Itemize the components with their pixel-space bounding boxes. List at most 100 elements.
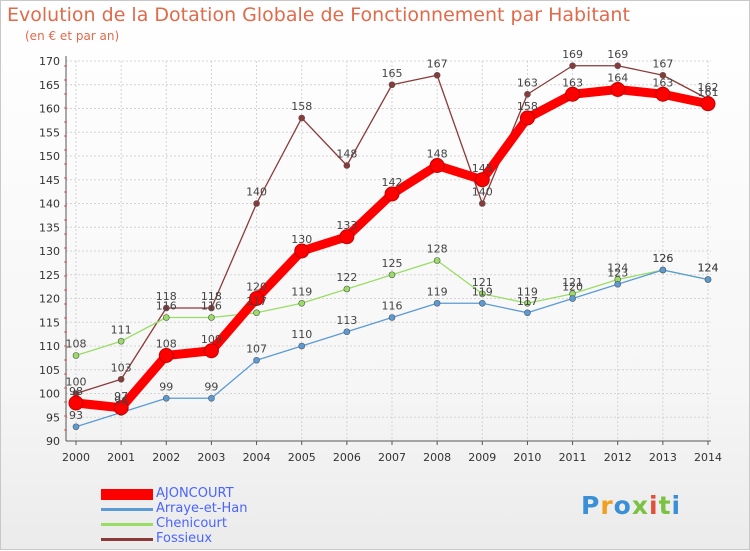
data-label-chenicourt: 121 — [562, 276, 583, 289]
y-tick-label: 155 — [39, 126, 60, 139]
data-point-fossieux — [208, 304, 215, 312]
data-point-chenicourt — [162, 314, 170, 321]
data-label-fossieux: 163 — [517, 76, 538, 89]
data-point-ajoncourt — [565, 86, 581, 102]
y-tick-label: 110 — [39, 340, 60, 353]
data-label-chenicourt: 111 — [111, 323, 132, 336]
logo-letter: r — [600, 491, 614, 520]
data-labels: 100 103 118 118 140 158 148 165 167 140 163 169 169 1… — [66, 48, 719, 422]
data-label-fossieux: 140 — [246, 186, 267, 199]
data-point-arraye-et-han — [388, 314, 396, 321]
data-point-chenicourt — [117, 337, 125, 345]
data-point-chenicourt — [388, 271, 396, 279]
legend-label-chenicourt: Chenicourt — [156, 516, 227, 531]
data-point-arraye-et-han — [524, 309, 531, 317]
data-point-arraye-et-han — [478, 299, 486, 307]
data-label-arraye-et-han: 116 — [382, 300, 403, 313]
y-tick-label: 125 — [39, 269, 60, 282]
data-point-fossieux — [162, 304, 170, 312]
y-tick-label: 105 — [39, 364, 60, 377]
data-label-chenicourt: 116 — [156, 300, 177, 313]
data-point-arraye-et-han — [704, 276, 712, 283]
x-tick-label: 2011 — [559, 451, 587, 464]
y-tick-label: 170 — [39, 55, 60, 68]
data-label-arraye-et-han: 96 — [114, 395, 128, 408]
data-point-fossieux — [298, 114, 306, 122]
data-point-ajoncourt — [700, 96, 716, 112]
x-tick-label: 2005 — [288, 451, 316, 464]
data-point-fossieux — [524, 90, 531, 98]
data-point-chenicourt — [343, 285, 351, 293]
data-point-arraye-et-han — [162, 394, 170, 402]
logo-letter: P — [581, 491, 601, 520]
y-tick-label: 160 — [39, 103, 60, 116]
x-tick-label: 2010 — [513, 451, 541, 464]
y-tick-label: 95 — [46, 411, 60, 424]
data-label-chenicourt: 116 — [201, 300, 222, 313]
y-tick-label: 150 — [39, 150, 60, 163]
y-tick-label: 130 — [39, 245, 60, 258]
data-label-fossieux: 169 — [562, 48, 583, 61]
data-label-ajoncourt: 161 — [698, 86, 719, 99]
data-point-fossieux — [614, 62, 622, 70]
data-point-ajoncourt — [610, 82, 626, 97]
data-label-fossieux: 169 — [607, 48, 628, 61]
data-point-ajoncourt — [519, 110, 535, 126]
chart-subtitle: (en € et par an) — [25, 29, 120, 43]
data-label-chenicourt: 108 — [66, 338, 87, 351]
data-point-arraye-et-han — [253, 356, 260, 364]
data-point-chenicourt — [524, 299, 531, 307]
y-tick-label: 100 — [39, 388, 60, 401]
data-label-chenicourt: 126 — [652, 252, 673, 265]
data-label-ajoncourt: 98 — [69, 385, 83, 398]
logo-letter: i — [671, 491, 682, 520]
legend-swatch-arraye-et-han — [101, 508, 153, 511]
data-label-chenicourt: 119 — [517, 285, 538, 298]
data-point-arraye-et-han — [298, 342, 306, 350]
data-label-ajoncourt: 158 — [517, 100, 538, 113]
data-label-chenicourt: 125 — [382, 257, 403, 270]
data-label-chenicourt: 128 — [427, 243, 448, 256]
data-point-ajoncourt — [113, 400, 129, 416]
data-point-fossieux — [433, 71, 441, 79]
data-label-fossieux: 140 — [472, 186, 493, 199]
data-point-arraye-et-han — [614, 280, 622, 288]
y-tick-label: 90 — [46, 435, 60, 448]
data-point-fossieux — [659, 71, 667, 79]
data-label-arraye-et-han: 119 — [427, 285, 448, 298]
x-tick-label: 2013 — [649, 451, 677, 464]
data-label-ajoncourt: 163 — [652, 76, 673, 89]
x-tick-label: 2001 — [107, 451, 135, 464]
legend-label-fossieux: Fossieux — [156, 531, 213, 546]
y-tick-label: 140 — [39, 198, 60, 211]
data-label-ajoncourt: 163 — [562, 76, 583, 89]
logo-letter: x — [631, 491, 649, 520]
data-label-fossieux: 167 — [427, 57, 448, 70]
legend-swatch-chenicourt — [101, 523, 153, 526]
data-point-ajoncourt — [474, 172, 490, 188]
data-label-ajoncourt: 120 — [246, 281, 267, 294]
data-label-arraye-et-han: 107 — [246, 342, 267, 355]
chart-title: Evolution de la Dotation Globale de Fonc… — [7, 4, 630, 26]
data-point-chenicourt — [208, 314, 215, 321]
data-label-ajoncourt: 133 — [336, 219, 357, 232]
data-point-chenicourt — [433, 257, 441, 264]
data-point-arraye-et-han — [433, 299, 441, 307]
data-label-fossieux: 162 — [698, 81, 719, 94]
data-label-chenicourt: 119 — [291, 285, 312, 298]
data-point-chenicourt — [253, 309, 260, 317]
data-label-fossieux: 167 — [652, 57, 673, 70]
data-point-chenicourt — [478, 290, 486, 298]
data-label-arraye-et-han: 110 — [291, 328, 312, 341]
data-label-chenicourt: 124 — [698, 262, 719, 275]
data-point-ajoncourt — [429, 158, 445, 173]
legend-swatch-fossieux — [101, 538, 153, 541]
x-tick-label: 2009 — [468, 451, 496, 464]
data-point-fossieux — [388, 81, 396, 89]
data-label-fossieux: 100 — [66, 376, 87, 389]
data-point-arraye-et-han — [208, 394, 215, 402]
data-point-arraye-et-han — [343, 328, 351, 336]
data-label-chenicourt: 122 — [336, 271, 357, 284]
